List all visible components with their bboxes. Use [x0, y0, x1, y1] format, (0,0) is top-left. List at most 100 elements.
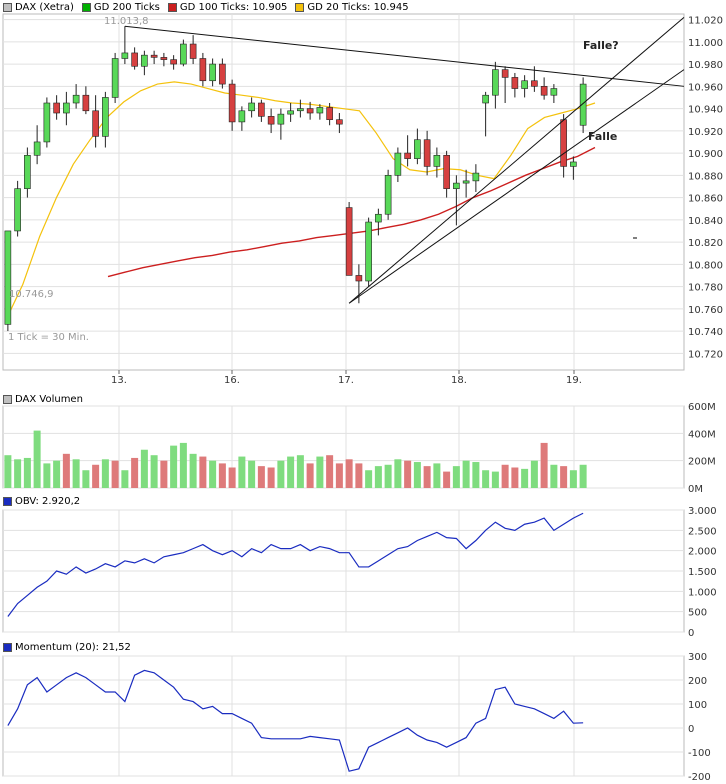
candle-body	[14, 188, 21, 232]
annotation-falle-question: Falle?	[583, 39, 619, 52]
obv-legend: OBV: 2.920,2	[3, 494, 80, 508]
y-tick-label: 1.000	[688, 587, 717, 598]
legend-swatch-gd100	[167, 2, 177, 12]
y-tick-label: 10.860	[688, 194, 723, 205]
y-tick-label: 300	[688, 652, 707, 663]
legend-volume: DAX Volumen	[3, 394, 83, 405]
candle-body	[72, 94, 80, 104]
trendlines	[124, 16, 685, 304]
y-tick-label: 10.740	[688, 327, 723, 338]
y-tick-label: 10.920	[688, 127, 723, 138]
legend-label-momentum: Momentum (20): 21,52	[15, 641, 131, 653]
legend-swatch-momentum	[3, 642, 12, 652]
volume-bar	[140, 449, 148, 488]
y-tick-label: 11.020	[688, 16, 723, 27]
candle-body	[570, 161, 577, 167]
candle-body	[111, 58, 119, 98]
y-tick-label: 10.720	[688, 349, 723, 360]
volume-bar	[296, 455, 304, 488]
legend-label-volume: DAX Volumen	[15, 393, 83, 405]
volume-bar	[501, 464, 509, 488]
candle-body	[24, 154, 31, 189]
candle-body	[375, 213, 382, 223]
x-tick-label: 13.	[111, 375, 127, 386]
price-grid	[2, 13, 685, 371]
volume-bar	[287, 456, 295, 488]
volume-bar	[72, 459, 80, 488]
volume-bar	[43, 463, 51, 488]
volume-bar	[365, 470, 373, 488]
candle-body	[141, 54, 148, 67]
candle-body	[550, 88, 558, 96]
legend-momentum: Momentum (20): 21,52	[3, 642, 131, 653]
candle-body	[258, 102, 265, 117]
volume-bar	[374, 466, 382, 488]
legend-swatch-gd200	[81, 2, 91, 12]
candle-body	[501, 69, 509, 78]
candle-body	[248, 102, 255, 112]
obv-line	[7, 512, 584, 617]
momentum-line	[7, 669, 584, 772]
volume-bar	[228, 467, 236, 488]
volume-y-axis: 600M 400M 200M 0M	[688, 402, 716, 492]
volume-bar	[482, 470, 490, 488]
plot-border	[2, 13, 685, 371]
volume-bar	[238, 456, 246, 488]
legend-label-obv: OBV: 2.920,2	[15, 495, 81, 507]
volume-bar	[150, 455, 158, 488]
legend-label-gd100: GD 100 Ticks: 10.905	[179, 1, 288, 13]
candle-body	[511, 77, 519, 89]
volume-bar	[404, 460, 412, 488]
price-panel: DAX (Xetra) GD 200 Ticks GD 100 Ticks: 1…	[2, 0, 723, 386]
y-tick-label: 0	[688, 724, 694, 735]
candle-body	[160, 57, 168, 60]
y-tick-label: 0M	[688, 484, 703, 492]
price-legend: DAX (Xetra) GD 200 Ticks GD 100 Ticks: 1…	[3, 0, 409, 14]
volume-bar	[530, 460, 538, 488]
candle-body	[306, 108, 314, 114]
candle-body	[287, 110, 294, 115]
y-tick-label: 10.940	[688, 105, 723, 116]
y-tick-label: 10.800	[688, 260, 723, 271]
candle-body	[492, 69, 499, 96]
volume-bar	[355, 463, 363, 488]
volume-bar	[511, 467, 519, 488]
legend-swatch-obv	[3, 496, 12, 506]
candle-body	[336, 119, 343, 125]
volume-bar	[131, 457, 139, 488]
candle-body	[121, 52, 129, 59]
candle-body	[326, 107, 333, 120]
volume-bar	[189, 453, 197, 488]
volume-bar	[491, 471, 499, 488]
candle-body	[33, 141, 41, 156]
volume-bar	[33, 430, 41, 488]
volume-bar	[316, 456, 324, 488]
candle-body	[365, 221, 372, 282]
volume-bar	[267, 467, 275, 488]
x-tick-label: 16.	[224, 375, 240, 386]
candle-body	[209, 63, 216, 82]
high-label: 11.013,8	[104, 16, 149, 27]
plot-border	[2, 655, 685, 777]
candles	[4, 26, 587, 332]
y-tick-label: 2.500	[688, 526, 717, 537]
candle-body	[150, 54, 158, 58]
volume-bar	[452, 466, 460, 488]
momentum-legend: Momentum (20): 21,52	[3, 640, 131, 654]
y-tick-label: 10.780	[688, 283, 723, 294]
candle-body	[462, 180, 470, 184]
volume-bar	[170, 445, 178, 488]
volume-bar	[82, 470, 90, 488]
candle-body	[482, 94, 489, 104]
volume-bar	[111, 460, 119, 488]
candle-body	[443, 154, 450, 189]
y-tick-label: 10.980	[688, 60, 723, 71]
volume-bar	[472, 462, 480, 488]
volume-bar	[326, 455, 334, 488]
volume-bar	[579, 464, 587, 488]
y-tick-label: -100	[688, 748, 711, 759]
y-tick-label: 0	[688, 628, 694, 638]
candle-body	[82, 94, 90, 112]
candle-body	[453, 182, 460, 189]
candle-body	[102, 97, 109, 137]
